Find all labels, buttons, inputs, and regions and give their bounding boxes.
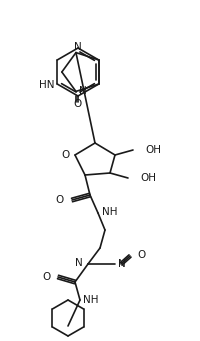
Text: O: O <box>43 272 51 282</box>
Text: N: N <box>79 86 87 97</box>
Text: O: O <box>62 150 70 160</box>
Text: N: N <box>118 259 126 269</box>
Text: OH: OH <box>140 173 156 183</box>
Text: OH: OH <box>145 145 161 155</box>
Text: N: N <box>74 42 82 52</box>
Text: HN: HN <box>39 80 54 90</box>
Text: NH: NH <box>102 207 118 217</box>
Text: O: O <box>74 99 82 109</box>
Text: N: N <box>75 258 83 268</box>
Text: O: O <box>56 195 64 205</box>
Text: NH: NH <box>83 295 98 305</box>
Text: O: O <box>137 250 145 260</box>
